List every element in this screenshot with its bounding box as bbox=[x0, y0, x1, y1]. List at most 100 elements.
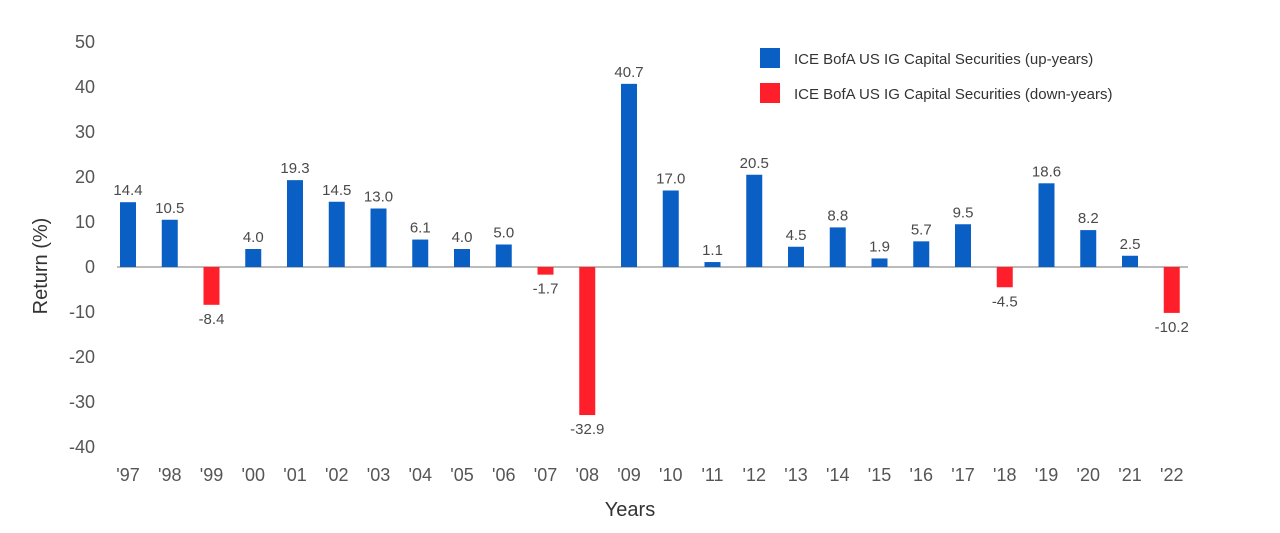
bar-value-label: 1.9 bbox=[869, 238, 890, 255]
bar-value-label: 18.6 bbox=[1032, 163, 1061, 180]
bar bbox=[203, 267, 220, 305]
bar bbox=[662, 190, 679, 267]
bar bbox=[1163, 267, 1180, 313]
legend-up-label: ICE BofA US IG Capital Securities (up-ye… bbox=[794, 51, 1093, 68]
bar-value-label: 19.3 bbox=[280, 160, 309, 177]
y-tick-label: 20 bbox=[75, 167, 95, 187]
bar bbox=[454, 249, 470, 267]
bar-value-label: 10.5 bbox=[155, 200, 184, 217]
bar bbox=[996, 267, 1013, 288]
bar bbox=[328, 201, 345, 267]
bar-value-label: 4.5 bbox=[786, 227, 807, 244]
bar-value-label: 9.5 bbox=[953, 204, 974, 221]
x-tick-label: '99 bbox=[200, 465, 223, 485]
bar bbox=[1038, 183, 1055, 267]
bar bbox=[1080, 230, 1097, 267]
x-tick-label: '13 bbox=[784, 465, 807, 485]
bar bbox=[1122, 255, 1138, 267]
y-tick-label: -10 bbox=[69, 302, 95, 322]
y-tick-label: 40 bbox=[75, 77, 95, 97]
legend-down-label: ICE BofA US IG Capital Securities (down-… bbox=[794, 86, 1112, 103]
y-tick-label: -30 bbox=[69, 392, 95, 412]
bar bbox=[913, 241, 930, 267]
bar bbox=[287, 180, 303, 267]
bar-value-label: -32.9 bbox=[570, 421, 604, 438]
x-tick-label: '16 bbox=[910, 465, 933, 485]
x-tick-label: '09 bbox=[617, 465, 640, 485]
bar-value-label: 2.5 bbox=[1120, 236, 1141, 253]
bar-value-label: 8.2 bbox=[1078, 210, 1099, 227]
bar-value-label: 4.0 bbox=[243, 229, 264, 246]
bar bbox=[829, 227, 846, 267]
legend-down-swatch bbox=[760, 83, 780, 103]
x-tick-label: '20 bbox=[1077, 465, 1100, 485]
bar-value-label: 40.7 bbox=[614, 64, 643, 81]
x-tick-label: '04 bbox=[409, 465, 432, 485]
x-tick-label: '14 bbox=[826, 465, 849, 485]
bar bbox=[871, 258, 888, 267]
bar-value-label: 8.8 bbox=[827, 207, 848, 224]
bar-value-label: 1.1 bbox=[702, 242, 723, 259]
y-tick-label: -20 bbox=[69, 347, 95, 367]
x-tick-label: '08 bbox=[576, 465, 599, 485]
x-axis-title: Years bbox=[605, 499, 655, 521]
bar bbox=[161, 219, 178, 267]
bar bbox=[955, 224, 971, 267]
x-tick-label: '11 bbox=[701, 465, 723, 485]
y-axis-ticks: 50 40 30 20 10 0 -10 -20 -30 -40 bbox=[69, 32, 95, 457]
bar bbox=[579, 267, 596, 416]
x-tick-label: '06 bbox=[492, 465, 515, 485]
bar-value-label: 14.5 bbox=[322, 182, 351, 199]
bar-value-label: -4.5 bbox=[992, 293, 1018, 310]
x-tick-label: '01 bbox=[283, 465, 306, 485]
x-tick-label: '03 bbox=[367, 465, 390, 485]
y-tick-label: 30 bbox=[75, 122, 95, 142]
bar bbox=[746, 174, 763, 267]
bar-value-label: 13.0 bbox=[364, 189, 393, 206]
x-axis-ticks: '97 '98 '99 '00 '01 '02 '03 '04 '05 '06 '07 '08 '09 '… bbox=[116, 465, 1183, 485]
y-tick-label: -40 bbox=[69, 437, 95, 457]
x-tick-label: '15 bbox=[868, 465, 891, 485]
legend: ICE BofA US IG Capital Securities (up-ye… bbox=[760, 48, 1112, 103]
x-tick-label: '97 bbox=[116, 465, 139, 485]
x-tick-label: '22 bbox=[1160, 465, 1183, 485]
x-tick-label: '00 bbox=[242, 465, 265, 485]
bars-group bbox=[120, 83, 1180, 416]
y-tick-label: 50 bbox=[75, 32, 95, 52]
bar bbox=[495, 244, 512, 267]
bar-value-label: -1.7 bbox=[533, 281, 559, 298]
bar bbox=[412, 239, 429, 267]
bar bbox=[245, 249, 262, 267]
bar-value-label: 4.0 bbox=[452, 229, 473, 246]
bar-value-label: -10.2 bbox=[1155, 319, 1189, 336]
bar-value-label: 5.0 bbox=[493, 225, 514, 242]
x-tick-label: '17 bbox=[951, 465, 974, 485]
value-labels-group: 14.4 10.5 -8.4 4.0 19.3 14.5 13.0 6.1 4.0 5.0 -1.7… bbox=[113, 64, 1188, 438]
bar bbox=[370, 208, 387, 267]
bar-value-label: 20.5 bbox=[740, 155, 769, 172]
x-tick-label: '12 bbox=[743, 465, 766, 485]
y-axis-title: Return (%) bbox=[30, 218, 52, 315]
y-tick-label: 0 bbox=[85, 257, 95, 277]
x-tick-label: '21 bbox=[1118, 465, 1141, 485]
x-tick-label: '19 bbox=[1035, 465, 1058, 485]
x-tick-label: '18 bbox=[993, 465, 1016, 485]
legend-up-swatch bbox=[760, 48, 780, 68]
bar-value-label: 17.0 bbox=[656, 171, 685, 188]
bar bbox=[537, 267, 554, 275]
bar-value-label: 6.1 bbox=[410, 220, 431, 237]
y-tick-label: 10 bbox=[75, 212, 95, 232]
x-tick-label: '05 bbox=[450, 465, 473, 485]
x-tick-label: '10 bbox=[659, 465, 682, 485]
bar-value-label: -8.4 bbox=[199, 311, 225, 328]
bar bbox=[621, 83, 637, 267]
x-tick-label: '07 bbox=[534, 465, 557, 485]
bar bbox=[788, 246, 804, 267]
bar bbox=[120, 202, 136, 267]
x-tick-label: '98 bbox=[158, 465, 181, 485]
x-tick-label: '02 bbox=[325, 465, 348, 485]
bar bbox=[704, 262, 721, 267]
bar-value-label: 5.7 bbox=[911, 221, 932, 238]
bar-value-label: 14.4 bbox=[113, 182, 142, 199]
